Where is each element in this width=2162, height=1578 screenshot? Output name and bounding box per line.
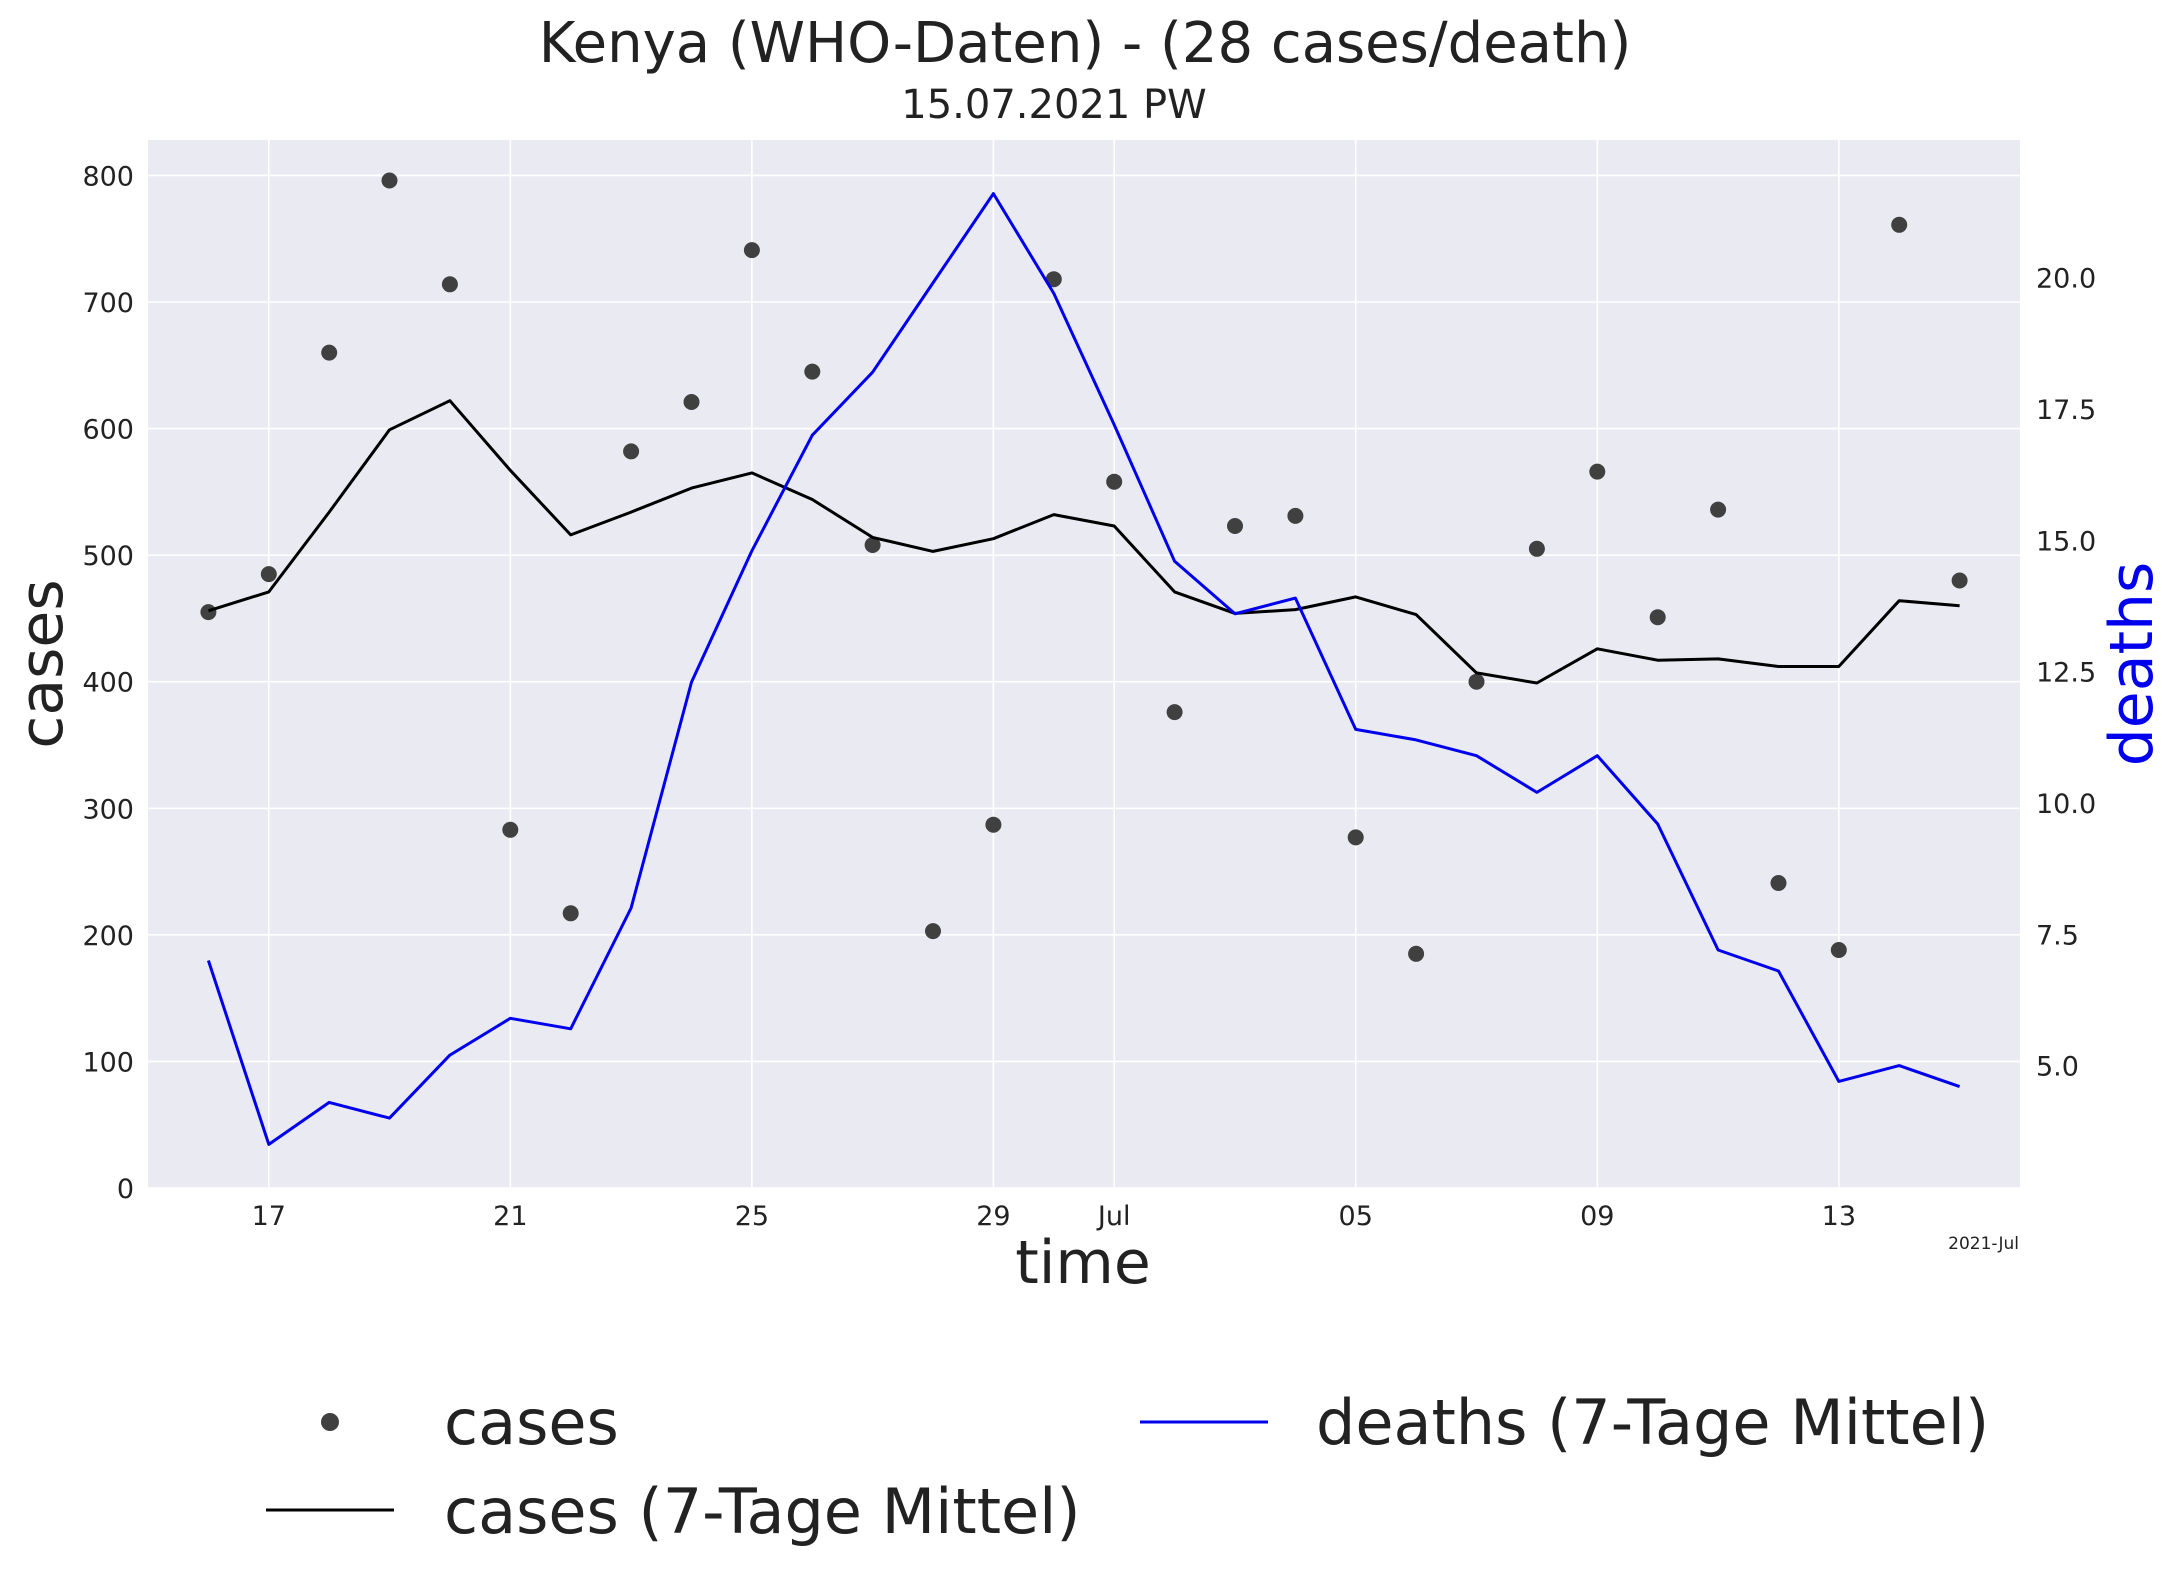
- cases-point: [562, 905, 579, 922]
- y-tick-label: 300: [82, 794, 134, 825]
- y2-tick-label: 17.5: [2036, 395, 2096, 426]
- cases-7day-avg-line: [207, 399, 1960, 685]
- x-tick-label: 05: [1339, 1201, 1373, 1232]
- y-tick-label: 100: [82, 1047, 134, 1078]
- cases-point: [1468, 673, 1485, 690]
- cases-point: [804, 363, 821, 380]
- cases-point: [623, 443, 640, 460]
- y2-axis-title: deaths: [2097, 562, 2162, 767]
- cases-point: [1770, 875, 1787, 891]
- y2-tick-label: 12.5: [2036, 658, 2096, 689]
- cases-point: [441, 276, 458, 293]
- cases-point: [1891, 216, 1908, 233]
- cases-point: [1408, 945, 1425, 962]
- cases-point: [381, 172, 398, 189]
- x-tick-label: 13: [1822, 1201, 1856, 1232]
- y-tick-label: 500: [82, 541, 134, 572]
- x-axis-title: time: [1015, 1228, 1151, 1298]
- x-corner-label: 2021-Jul: [1948, 1234, 2019, 1254]
- plot-area: [148, 140, 2020, 1188]
- cases-point: [260, 566, 277, 583]
- chart-subtitle: 15.07.2021 PW: [901, 82, 1206, 128]
- chart-title: Kenya (WHO-Daten) - (28 cases/death): [539, 11, 1632, 76]
- y-axis-title: cases: [7, 579, 77, 748]
- cases-point: [1045, 271, 1062, 288]
- cases-point: [1589, 463, 1606, 480]
- cases-point: [925, 923, 941, 940]
- cases-point: [200, 604, 217, 621]
- x-tick-label: 09: [1580, 1201, 1614, 1232]
- ticks-layer: 17 21 25 29 Jul 05 09 13 0 100 200 300 400 500 600 700 8…: [82, 161, 2096, 1232]
- cases-point: [743, 242, 760, 259]
- cases-point: [1710, 501, 1727, 518]
- legend-label-cases: cases: [444, 1386, 619, 1459]
- cases-point: [1106, 473, 1123, 490]
- x-tick-label: Jul: [1096, 1201, 1131, 1232]
- x-tick-label: 17: [252, 1201, 286, 1232]
- y2-tick-label: 20.0: [2036, 264, 2096, 295]
- deaths-7day-avg-line: [206, 192, 1961, 1146]
- y-tick-label: 0: [117, 1174, 134, 1205]
- y2-tick-label: 7.5: [2036, 920, 2079, 951]
- cases-point: [1951, 572, 1968, 589]
- cases-point: [683, 394, 700, 410]
- legend-label-deaths-avg: deaths (7-Tage Mittel): [1316, 1386, 1989, 1459]
- cases-point: [1347, 829, 1364, 846]
- y-tick-label: 800: [82, 161, 134, 192]
- x-tick-label: 25: [735, 1201, 769, 1232]
- grid: [148, 140, 2020, 1189]
- y2-tick-label: 15.0: [2036, 526, 2096, 557]
- cases-point: [985, 816, 1002, 833]
- legend-label-cases-avg: cases (7-Tage Mittel): [444, 1475, 1081, 1548]
- y-tick-label: 200: [82, 921, 134, 952]
- cases-point: [502, 821, 519, 838]
- series-layer: [200, 172, 1968, 1146]
- y2-tick-label: 10.0: [2036, 789, 2096, 820]
- x-tick-label: 29: [976, 1201, 1010, 1232]
- legend: cases cases (7-Tage Mittel) deaths (7-Ta…: [266, 1386, 1989, 1548]
- y-tick-label: 400: [82, 668, 134, 699]
- y-tick-label: 700: [82, 288, 134, 319]
- cases-point: [1227, 518, 1243, 534]
- cases-point: [321, 344, 338, 361]
- x-tick-label: 21: [493, 1201, 527, 1232]
- y-tick-label: 600: [82, 415, 134, 446]
- cases-point: [1830, 942, 1847, 958]
- legend-marker-cases: [321, 1413, 339, 1431]
- cases-point: [1528, 540, 1545, 557]
- cases-point: [1649, 609, 1666, 626]
- cases-point: [1287, 507, 1304, 524]
- cases-point: [864, 537, 881, 553]
- y2-tick-label: 5.0: [2036, 1052, 2079, 1083]
- cases-point: [1166, 704, 1183, 721]
